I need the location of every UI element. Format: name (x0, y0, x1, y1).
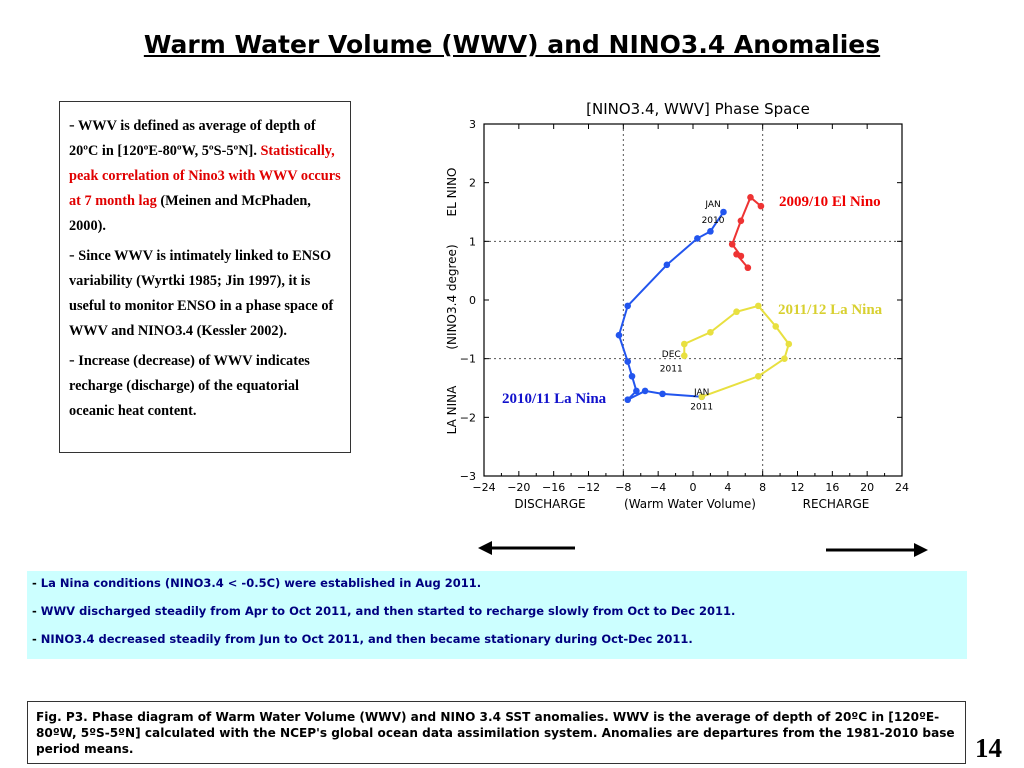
x-tick-label: 8 (759, 481, 766, 494)
note-paragraph-3: - Increase (decrease) of WWV indicates r… (69, 347, 342, 424)
note-dash: - (69, 115, 75, 134)
notes-box: - WWV is defined as average of depth of … (59, 101, 351, 453)
y-axis-label: (NINO3.4 degree) (445, 244, 459, 349)
data-point (624, 358, 631, 365)
x-tick-label: −24 (472, 481, 495, 494)
data-point (707, 228, 714, 235)
x-tick-label: 20 (860, 481, 874, 494)
note-dash: - (69, 350, 75, 369)
data-point (728, 240, 736, 248)
point-annotation: 2011 (690, 403, 713, 413)
plot-frame (483, 123, 903, 477)
data-point (624, 302, 631, 310)
note-text: WWV is defined as average of depth of 20… (69, 118, 316, 159)
point-annotation: DEC (662, 350, 681, 360)
note-paragraph-1: - WWV is defined as average of depth of … (69, 112, 342, 239)
chart-title: [NINO3.4, WWV] Phase Space (586, 100, 810, 118)
data-point (641, 387, 649, 395)
data-point (737, 217, 745, 225)
summary-item-2: - WWV discharged steadily from Apr to Oc… (32, 604, 967, 618)
y-tick-label: 0 (469, 294, 476, 307)
x-tick-label: 0 (690, 481, 697, 494)
note-highlight: Statistically, peak correlation of Nino3… (69, 143, 341, 209)
y-label-el-nino: EL NINO (445, 167, 459, 216)
data-point (785, 340, 793, 348)
note-citation: (Meinen and McPhaden, 2000). (69, 193, 311, 234)
page-number: 14 (975, 733, 1002, 763)
data-point (744, 264, 752, 272)
data-point (698, 393, 706, 401)
slide-title: Warm Water Volume (WWV) and NINO3.4 Anom… (143, 30, 881, 59)
data-point (772, 323, 780, 330)
x-tick-label: −16 (542, 481, 565, 494)
data-point (694, 235, 701, 242)
phase-space-chart: −24 −20 −16 −12 −8 −4 0 4 8 12 16 20 24−3−2−10123[NI… (445, 100, 928, 557)
data-point (747, 194, 754, 201)
summary-item-3: - NINO3.4 decreased steadily from Jun to… (32, 632, 967, 646)
note-text: Since WWV is intimately linked to ENSO v… (69, 248, 334, 339)
point-annotation: JAN (704, 200, 720, 210)
series-line-2 (683, 304, 790, 398)
data-point (781, 355, 788, 362)
data-point (628, 372, 636, 380)
data-point (733, 308, 740, 316)
label-2009-el-nino: 2009/10 El Nino (779, 194, 881, 210)
data-point (757, 202, 765, 210)
summary-item-1: - La Nina conditions (NINO3.4 < -0.5C) w… (32, 576, 967, 590)
data-point (663, 261, 671, 269)
summary-text: WWV discharged steadily from Apr to Oct … (40, 604, 736, 618)
y-tick-label: 2 (469, 177, 476, 190)
x-label-recharge: RECHARGE (803, 497, 870, 511)
bullet-dash: - (32, 604, 37, 618)
x-tick-label: −12 (577, 481, 600, 494)
y-tick-label: −2 (460, 411, 476, 424)
bullet-dash: - (32, 576, 37, 590)
x-tick-label: −20 (507, 481, 530, 494)
label-2011-la-nina: 2011/12 La Nina (778, 302, 883, 318)
data-point (755, 372, 762, 380)
note-dash: - (69, 245, 75, 264)
y-tick-label: −3 (460, 470, 476, 483)
summary-text: NINO3.4 decreased steadily from Jun to O… (40, 632, 693, 646)
x-tick-label: 4 (724, 481, 731, 494)
data-point (680, 340, 688, 348)
bullet-dash: - (32, 632, 37, 646)
recharge-arrow-head (914, 543, 928, 557)
discharge-arrow-head (478, 541, 492, 555)
point-annotation: 2010 (702, 216, 725, 226)
x-tick-label: −4 (650, 481, 666, 494)
summary-text: La Nina conditions (NINO3.4 < -0.5C) wer… (40, 576, 482, 590)
data-point (680, 352, 688, 360)
x-label-discharge: DISCHARGE (514, 497, 585, 511)
x-axis-label: (Warm Water Volume) (624, 497, 756, 511)
x-tick-label: −8 (615, 481, 631, 494)
figure-caption: Fig. P3. Phase diagram of Warm Water Vol… (27, 701, 966, 764)
x-tick-label: 12 (791, 481, 805, 494)
summary-box: - La Nina conditions (NINO3.4 < -0.5C) w… (27, 571, 967, 659)
x-tick-label: 24 (895, 481, 909, 494)
data-point (707, 328, 714, 336)
data-point (633, 387, 640, 395)
data-point (737, 252, 745, 260)
y-tick-label: 1 (469, 235, 476, 248)
point-annotation: 2011 (660, 364, 683, 374)
y-tick-label: 3 (469, 118, 476, 131)
data-point (755, 302, 762, 310)
data-point (615, 331, 623, 339)
y-tick-label: −1 (460, 353, 476, 366)
note-paragraph-2: - Since WWV is intimately linked to ENSO… (69, 242, 342, 344)
data-point (720, 208, 727, 216)
data-point (659, 390, 666, 398)
label-2010-la-nina: 2010/11 La Nina (502, 391, 607, 407)
point-annotation: JAN (693, 388, 709, 398)
y-label-la-nina: LA NINA (445, 385, 459, 434)
x-tick-label: 16 (825, 481, 839, 494)
data-point (624, 396, 631, 404)
note-text: Increase (decrease) of WWV indicates rec… (69, 353, 310, 419)
